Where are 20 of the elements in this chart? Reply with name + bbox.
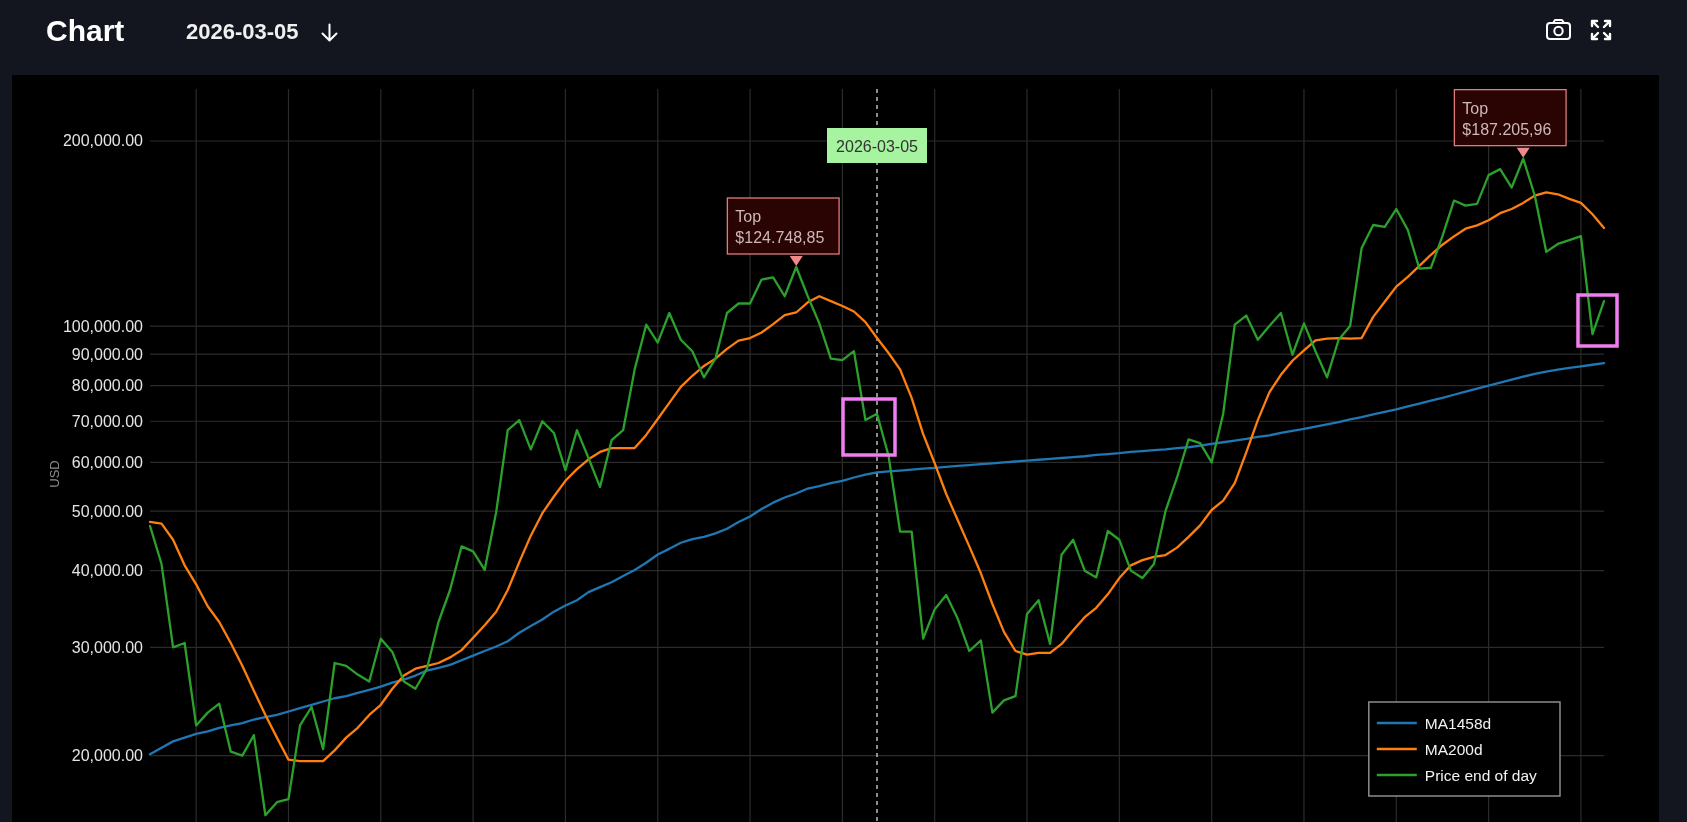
text: 2026-03-05 <box>186 19 299 44</box>
legend-label: MA1458d <box>1424 714 1492 732</box>
y-tick-label: 200,000.00 <box>62 132 144 150</box>
y-tick-label: 90,000.00 <box>71 345 144 363</box>
annotation: Top $124.748,85 <box>735 207 825 246</box>
chart-title: Chart <box>46 14 125 47</box>
y-tick-label: 60,000.00 <box>71 453 144 471</box>
y-tick-label: 70,000.00 <box>71 412 144 430</box>
annotation: Top $187.205,96 <box>1462 99 1552 138</box>
legend-label: MA200d <box>1424 740 1483 758</box>
line-series <box>148 362 1606 756</box>
text: 2026-03-05 <box>836 137 919 154</box>
y-tick-label: 20,000.00 <box>71 747 144 765</box>
y-tick-label: 100,000.00 <box>62 317 144 335</box>
y-tick-label: 30,000.00 <box>71 638 144 656</box>
y-axis-title: USD <box>46 460 62 488</box>
y-tick-label: 80,000.00 <box>71 377 144 395</box>
y-tick-label: 50,000.00 <box>71 502 144 520</box>
y-tick-label: 40,000.00 <box>71 562 144 580</box>
legend-label: Price end of day <box>1424 766 1538 784</box>
